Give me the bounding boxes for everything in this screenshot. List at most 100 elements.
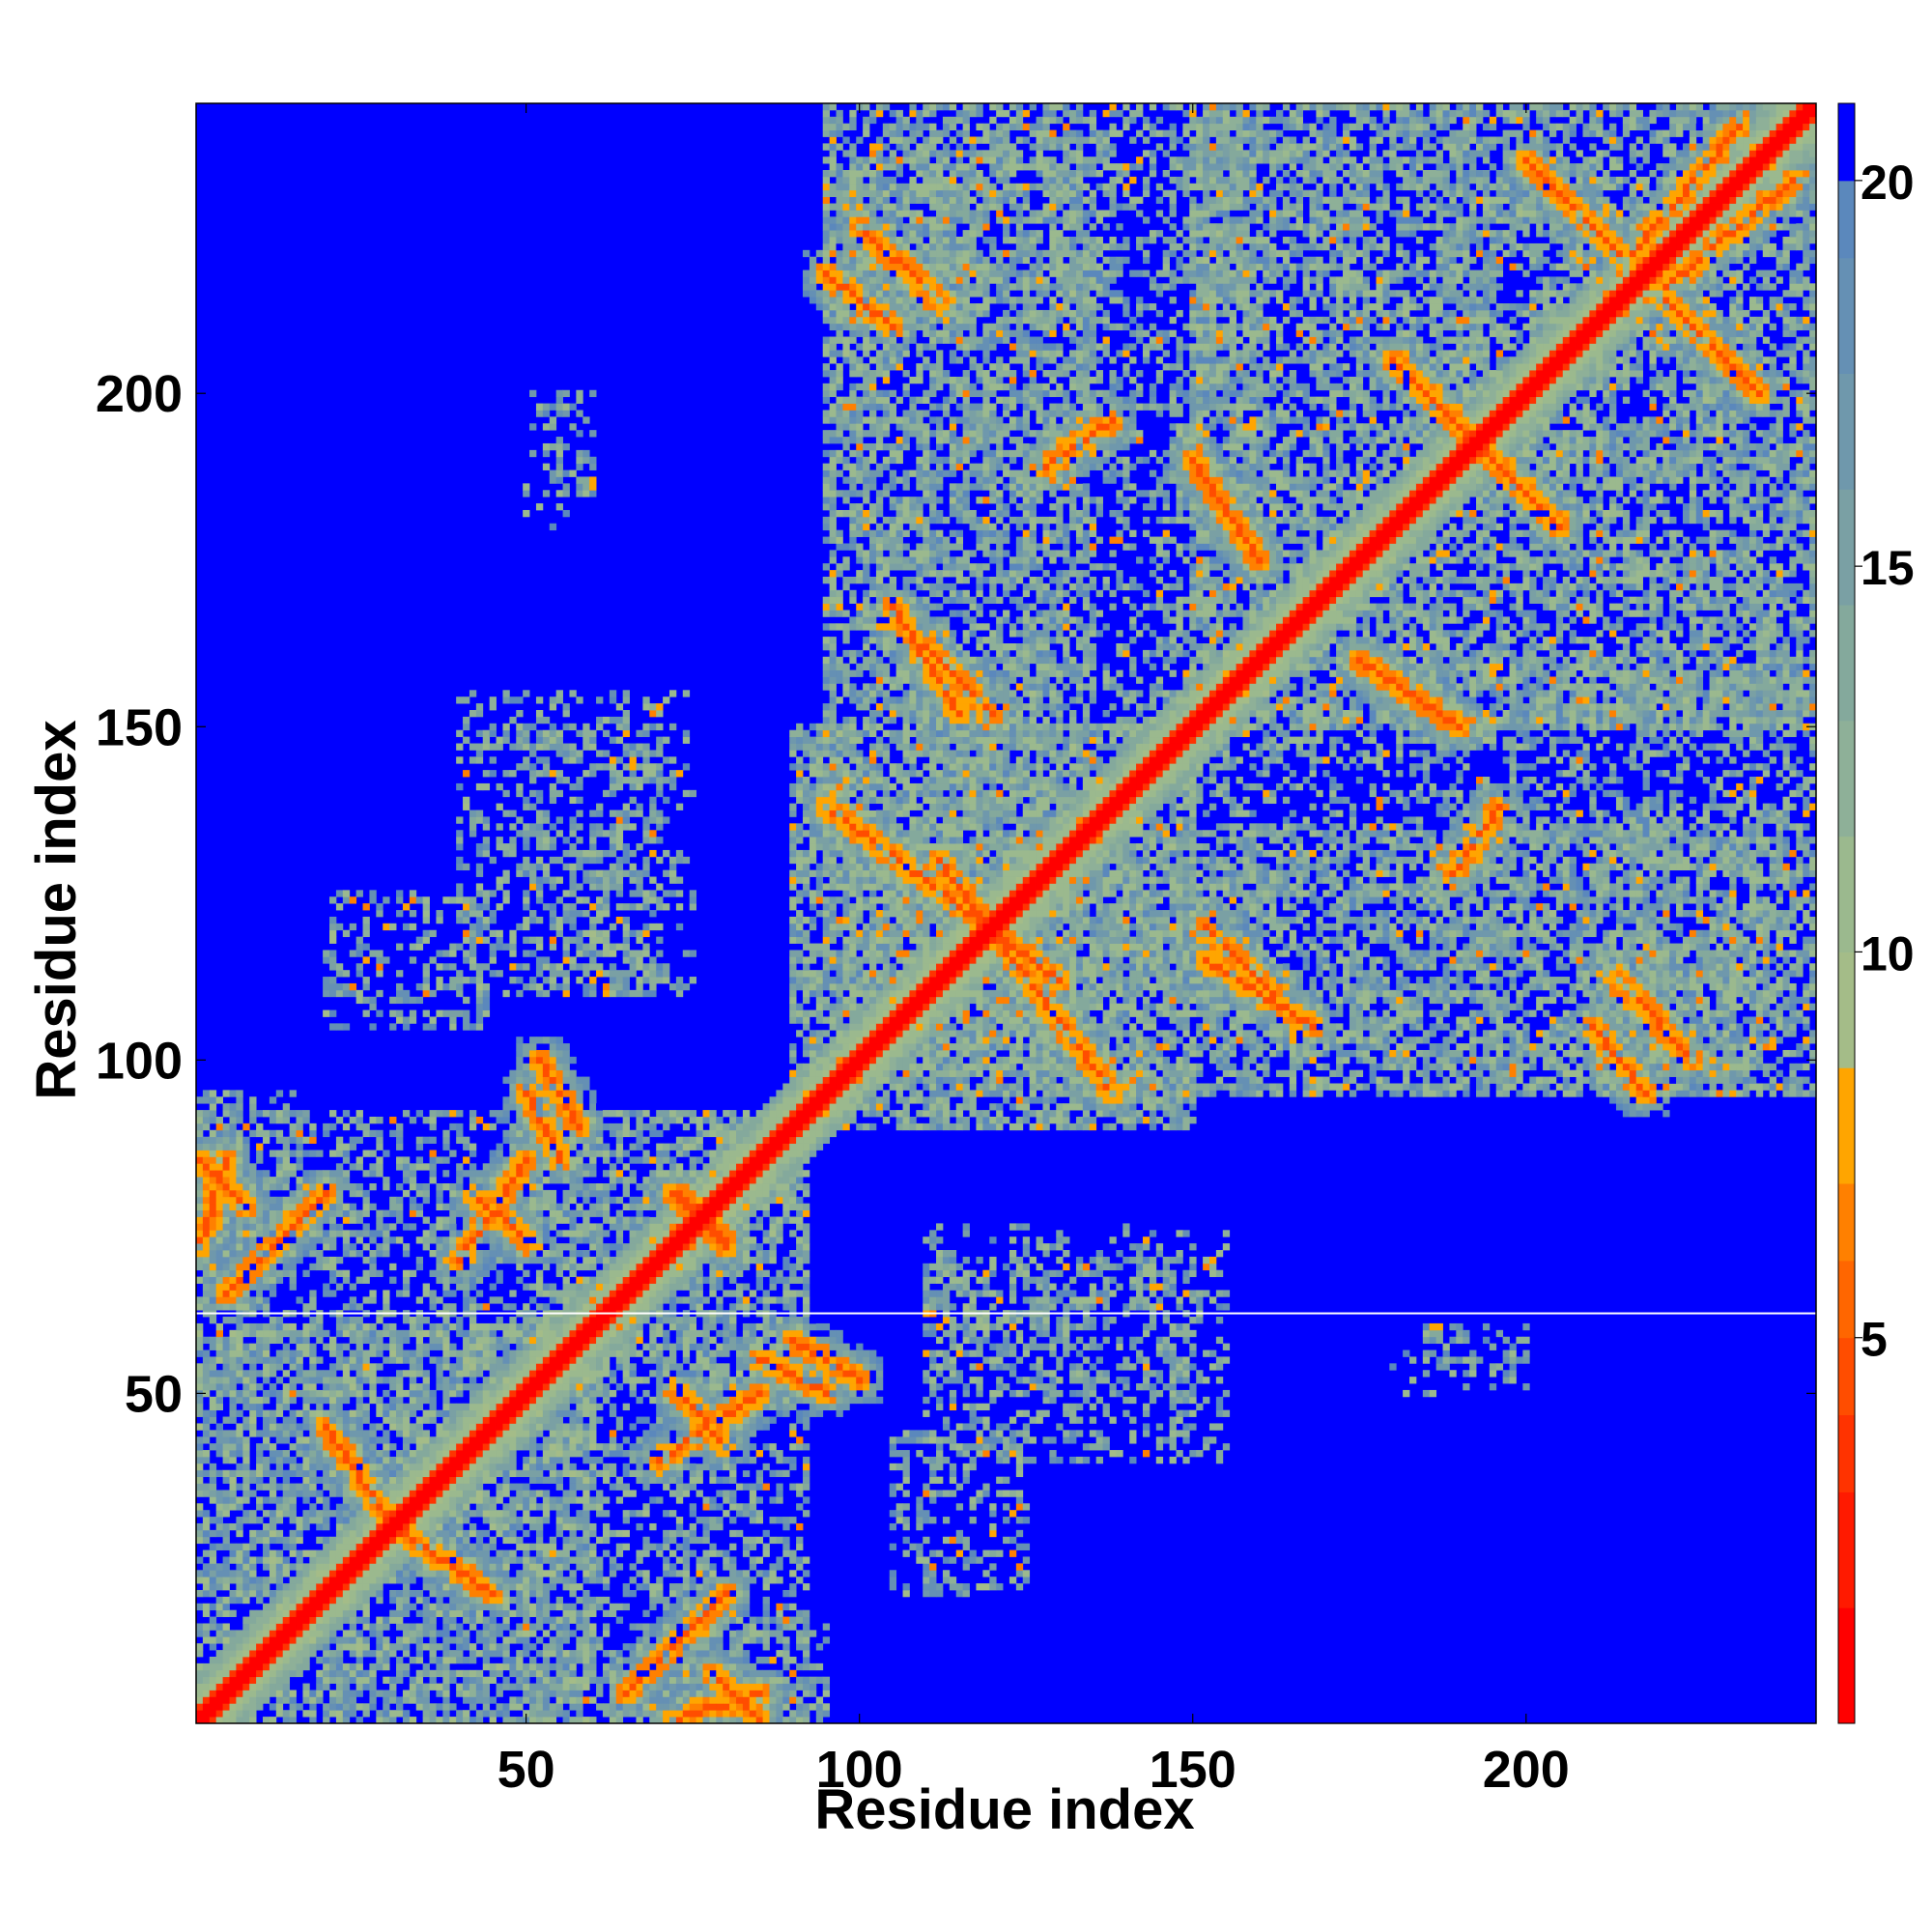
heatmap-cell [276,1530,283,1537]
heatmap-cell [469,1183,476,1190]
heatmap-cell [323,950,329,956]
heatmap-cell [550,1243,556,1250]
heatmap-cell [523,1684,529,1690]
heatmap-cell [290,1490,297,1496]
heatmap-cell [543,1443,550,1450]
heatmap-cell [329,1556,336,1563]
heatmap-cell [502,1204,509,1210]
heatmap-cell [196,1577,203,1583]
heatmap-cell [456,1323,463,1330]
heatmap-cell [416,1257,423,1264]
heatmap-cell [416,1690,423,1696]
heatmap-cell [236,1503,242,1510]
heatmap-cell [216,1204,223,1210]
heatmap-cell [302,1243,309,1250]
heatmap-cell [210,1550,216,1557]
heatmap-cell [423,1490,430,1496]
heatmap-cell [416,1190,423,1197]
heatmap-cell [502,1477,509,1484]
heatmap-cell [416,1677,423,1684]
heatmap-cell [196,1330,203,1337]
heatmap-cell [263,1130,270,1137]
heatmap-cell [356,1577,363,1583]
heatmap-cell [316,1523,323,1530]
heatmap-cell [497,1450,503,1457]
heatmap-cell [543,450,550,457]
heatmap-cell [463,1277,469,1284]
heatmap-cell [449,1430,456,1436]
heatmap-cell [449,1503,456,1510]
heatmap-cell [236,1556,242,1563]
heatmap-cell [389,1397,396,1404]
heatmap-cell [543,1150,550,1156]
heatmap-cell [536,404,543,411]
heatmap-cell [376,1617,383,1624]
heatmap-cell [223,1477,230,1484]
heatmap-cell [456,970,463,977]
heatmap-cell [449,1223,456,1230]
heatmap-cell [516,1590,523,1597]
heatmap-cell [476,1323,483,1330]
heatmap-cell [210,1643,216,1650]
heatmap-cell [389,1117,396,1123]
heatmap-cell [297,1537,303,1544]
heatmap-cell [369,1296,376,1303]
heatmap-cell [363,997,370,1004]
heatmap-cell [442,1217,449,1224]
heatmap-cell [523,1323,529,1330]
heatmap-cell [509,1123,516,1130]
heatmap-cell [423,1597,430,1604]
heatmap-cell [210,1103,216,1110]
heatmap-cell [563,1290,570,1296]
heatmap-cell [263,1463,270,1470]
heatmap-cell [516,816,523,823]
heatmap-cell [263,1604,270,1610]
heatmap-cell [356,1510,363,1517]
heatmap-cell [497,1650,503,1657]
heatmap-cell [270,1517,276,1523]
heatmap-cell [343,1404,350,1410]
heatmap-cell [436,1243,442,1250]
heatmap-cell [497,1183,503,1190]
heatmap-cell [497,1583,503,1590]
heatmap-cell [216,1257,223,1264]
heatmap-cell [556,464,563,470]
heatmap-cell [456,1496,463,1503]
heatmap-cell [490,1537,497,1544]
heatmap-cell [483,1677,490,1684]
heatmap-cell [196,1383,203,1390]
heatmap-cell [369,1170,376,1177]
heatmap-cell [216,1383,223,1390]
heatmap-cell [350,1617,356,1624]
heatmap-cell [376,1590,383,1597]
heatmap-cell [336,1563,343,1570]
heatmap-cell [363,1190,370,1197]
heatmap-cell [389,1617,396,1624]
heatmap-cell [396,1510,403,1517]
heatmap-cell [350,1577,356,1583]
heatmap-cell [490,1284,497,1291]
heatmap-cell [469,1284,476,1291]
heatmap-cell [456,1477,463,1484]
heatmap-cell [490,1257,497,1264]
heatmap-cell [483,1597,490,1604]
heatmap-cell [230,1710,237,1717]
heatmap-cell [410,1423,416,1430]
heatmap-cell [323,1236,329,1243]
heatmap-cell [376,1510,383,1517]
heatmap-cell [210,1463,216,1470]
heatmap-cell [403,1503,410,1510]
heatmap-cell [509,1410,516,1417]
heatmap-cell [196,1556,203,1563]
heatmap-cell [283,1103,290,1110]
heatmap-cell [356,1117,363,1123]
heatmap-cell [476,917,483,923]
heatmap-cell [550,1556,556,1563]
heatmap-cell [449,1604,456,1610]
heatmap-cell [536,1330,543,1337]
heatmap-cell [283,1163,290,1170]
heatmap-cell [203,1150,210,1156]
heatmap-cell [523,724,529,730]
heatmap-cell [383,1323,389,1330]
heatmap-cell [389,1383,396,1390]
